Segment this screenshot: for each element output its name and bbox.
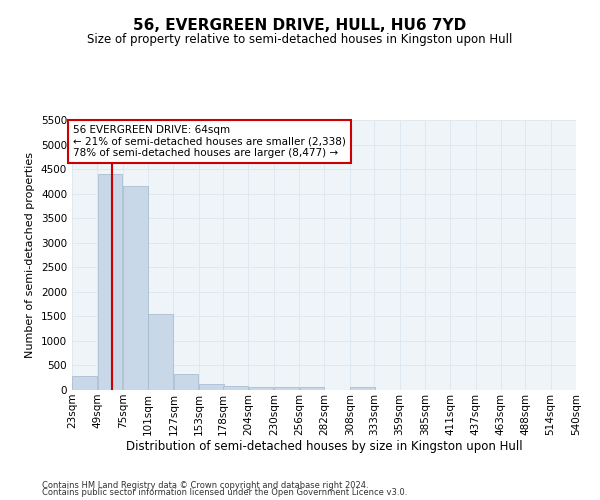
X-axis label: Distribution of semi-detached houses by size in Kingston upon Hull: Distribution of semi-detached houses by … — [125, 440, 523, 454]
Text: Contains HM Land Registry data © Crown copyright and database right 2024.: Contains HM Land Registry data © Crown c… — [42, 480, 368, 490]
Bar — [223, 386, 248, 390]
Bar — [274, 388, 299, 390]
Bar — [199, 384, 224, 390]
Bar — [123, 186, 148, 390]
Bar — [98, 174, 122, 390]
Text: Size of property relative to semi-detached houses in Kingston upon Hull: Size of property relative to semi-detach… — [88, 32, 512, 46]
Bar — [73, 376, 97, 390]
Text: 56 EVERGREEN DRIVE: 64sqm
← 21% of semi-detached houses are smaller (2,338)
78% : 56 EVERGREEN DRIVE: 64sqm ← 21% of semi-… — [73, 125, 346, 158]
Bar — [174, 374, 199, 390]
Bar — [299, 388, 324, 390]
Y-axis label: Number of semi-detached properties: Number of semi-detached properties — [25, 152, 35, 358]
Bar — [350, 387, 375, 390]
Bar — [249, 387, 274, 390]
Text: Contains public sector information licensed under the Open Government Licence v3: Contains public sector information licen… — [42, 488, 407, 497]
Bar — [148, 314, 173, 390]
Text: 56, EVERGREEN DRIVE, HULL, HU6 7YD: 56, EVERGREEN DRIVE, HULL, HU6 7YD — [133, 18, 467, 32]
